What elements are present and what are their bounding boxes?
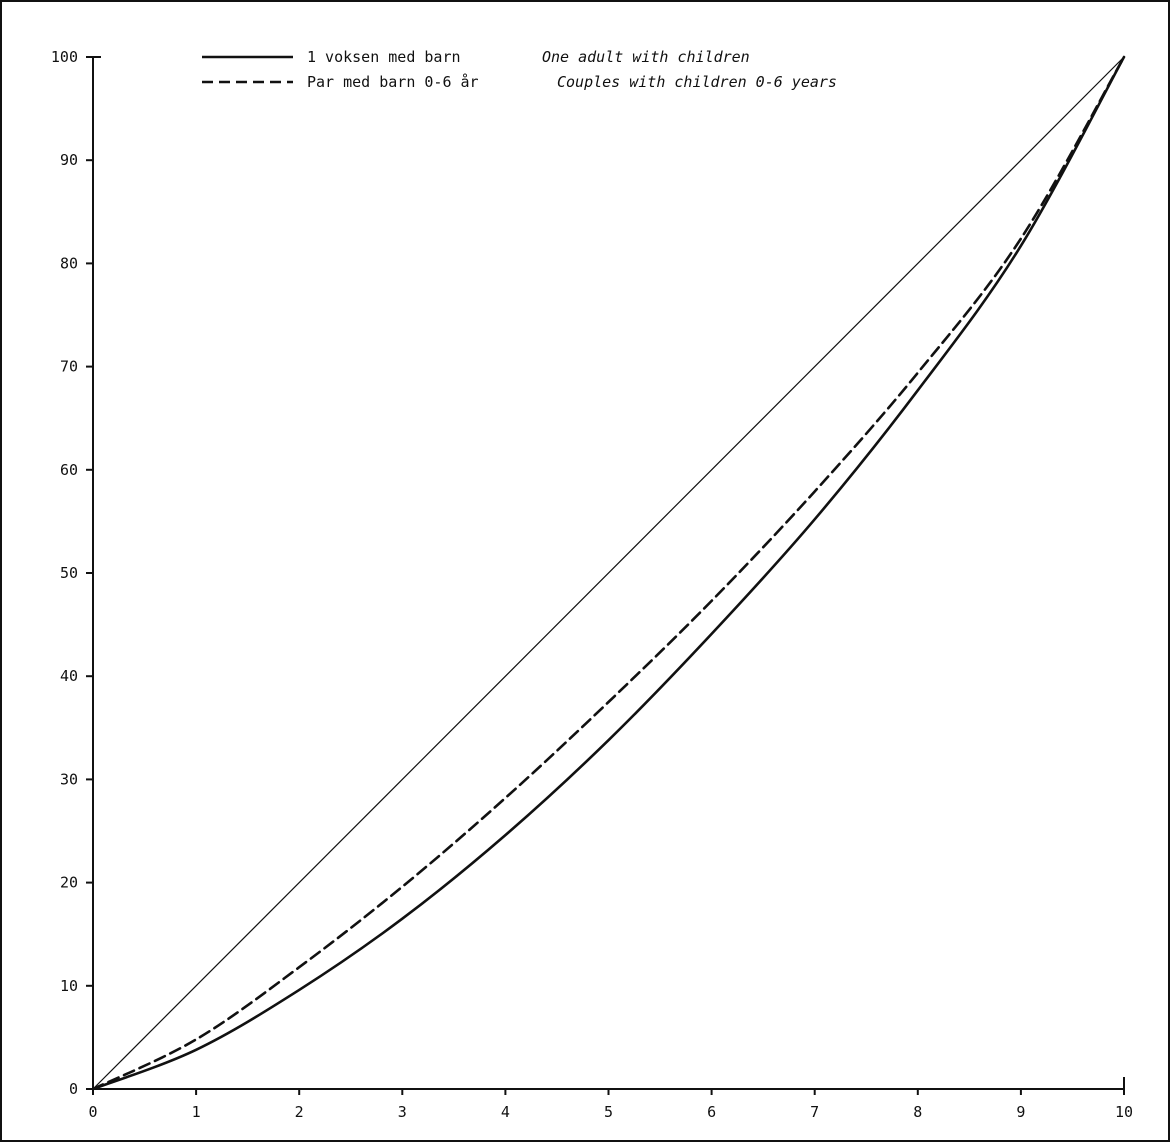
x-tick-label: 5 [604, 1103, 613, 1121]
y-tick-label: 0 [69, 1080, 78, 1098]
y-tick-label: 10 [60, 977, 78, 995]
y-tick-label: 30 [60, 770, 78, 788]
legend-label-series-2-en: Couples with children 0-6 years [557, 73, 837, 91]
series-line-dashed [91, 55, 1126, 1091]
y-tick-label: 70 [60, 358, 78, 376]
legend-label-series-1-en: One adult with children [542, 48, 750, 66]
x-tick-label: 3 [398, 1103, 407, 1121]
y-axis-ticks: 0 10 20 30 40 50 60 70 80 90 100 [51, 48, 93, 1098]
y-tick-label: 80 [60, 254, 78, 272]
series-layer [91, 55, 1126, 1091]
x-tick-label: 0 [88, 1103, 97, 1121]
y-tick-label: 90 [60, 151, 78, 169]
y-tick-label: 60 [60, 461, 78, 479]
y-tick-label: 50 [60, 564, 78, 582]
y-tick-label: 20 [60, 874, 78, 892]
x-tick-label: 8 [913, 1103, 922, 1121]
equality-reference-line [92, 56, 1125, 1090]
x-tick-label: 6 [707, 1103, 716, 1121]
y-tick-label: 100 [51, 48, 78, 66]
x-tick-label: 7 [810, 1103, 819, 1121]
legend: 1 voksen med barn One adult with childre… [202, 48, 837, 91]
x-tick-label: 4 [501, 1103, 510, 1121]
x-axis-ticks: 0 1 2 3 4 5 6 7 8 9 10 [88, 1089, 1133, 1121]
y-tick-label: 40 [60, 667, 78, 685]
x-tick-label: 1 [192, 1103, 201, 1121]
x-tick-label: 10 [1115, 1103, 1133, 1121]
x-tick-label: 2 [295, 1103, 304, 1121]
legend-label-series-2: Par med barn 0-6 år [307, 73, 479, 91]
legend-label-series-1: 1 voksen med barn [307, 48, 461, 66]
x-tick-label: 9 [1016, 1103, 1025, 1121]
series-line-solid [91, 55, 1126, 1091]
